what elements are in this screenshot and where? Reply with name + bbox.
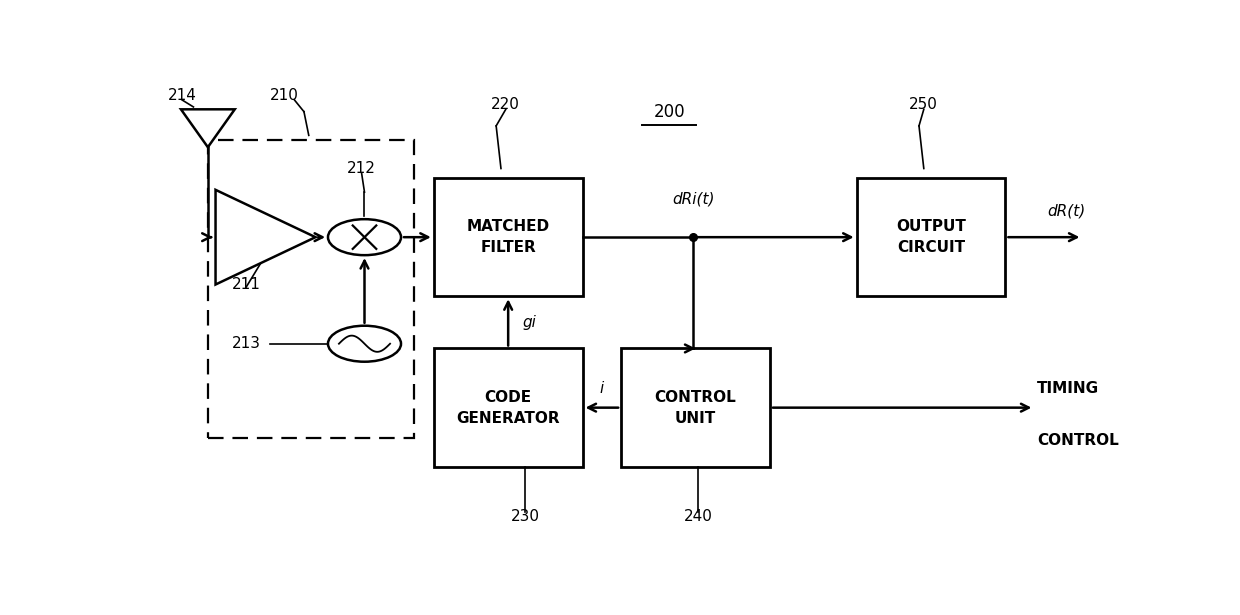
Polygon shape — [181, 109, 234, 147]
Bar — [208, 140, 414, 438]
Text: 220: 220 — [491, 97, 521, 112]
Text: CODE
GENERATOR: CODE GENERATOR — [456, 390, 560, 426]
Text: 212: 212 — [347, 161, 376, 176]
Text: 210: 210 — [270, 87, 299, 103]
Text: 200: 200 — [653, 103, 684, 121]
Circle shape — [327, 326, 401, 362]
Text: CONTROL: CONTROL — [1037, 433, 1118, 448]
Text: i: i — [600, 381, 604, 396]
Text: 240: 240 — [683, 509, 713, 524]
Text: CONTROL
UNIT: CONTROL UNIT — [655, 390, 737, 426]
Circle shape — [327, 219, 401, 255]
Polygon shape — [216, 190, 315, 285]
Text: 250: 250 — [909, 97, 939, 112]
Bar — [434, 349, 583, 467]
Text: dR(t): dR(t) — [1047, 203, 1085, 218]
Text: 211: 211 — [232, 277, 260, 292]
Text: 213: 213 — [232, 336, 260, 351]
Bar — [857, 178, 1006, 296]
Text: OUTPUT
CIRCUIT: OUTPUT CIRCUIT — [897, 219, 966, 255]
Text: 214: 214 — [167, 87, 196, 103]
Text: TIMING: TIMING — [1037, 381, 1100, 396]
Text: dRi(t): dRi(t) — [672, 191, 714, 207]
Text: MATCHED
FILTER: MATCHED FILTER — [466, 219, 549, 255]
Text: 230: 230 — [511, 509, 539, 524]
Bar — [621, 349, 770, 467]
Text: gi: gi — [522, 315, 537, 330]
Bar — [434, 178, 583, 296]
